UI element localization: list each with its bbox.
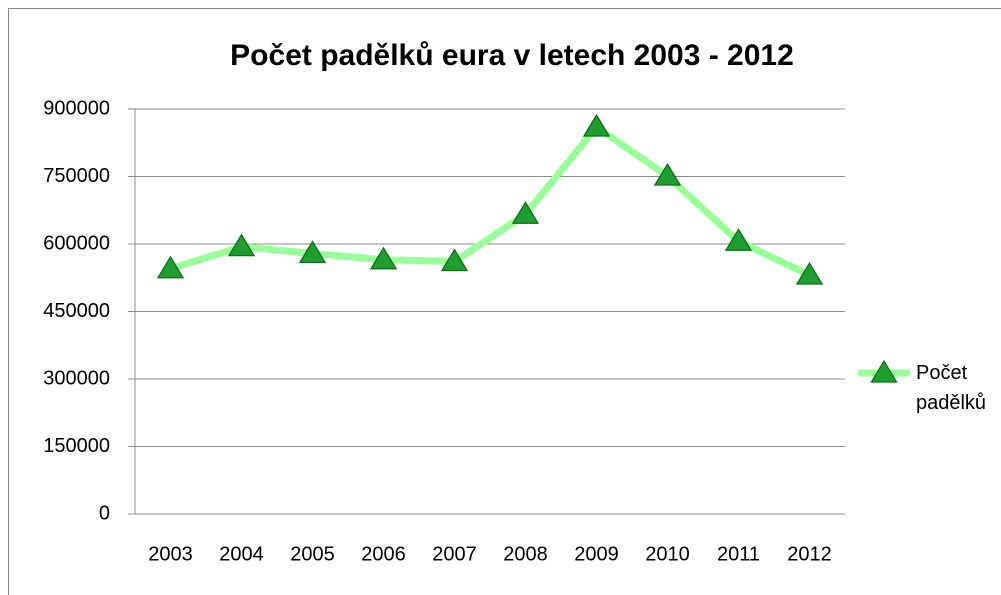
marker	[156, 255, 185, 279]
chart-title: Počet padělků eura v letech 2003 - 2012	[230, 39, 794, 72]
marker	[440, 248, 469, 272]
marker	[582, 113, 611, 137]
y-tick-label: 0	[99, 502, 110, 524]
x-tick-label: 2005	[290, 543, 335, 565]
y-tick-label: 900000	[43, 97, 110, 119]
x-tick-label: 2003	[148, 543, 193, 565]
marker	[298, 240, 327, 264]
x-tick-label: 2006	[361, 543, 406, 565]
x-tick-label: 2009	[574, 543, 619, 565]
x-tick-label: 2004	[219, 543, 264, 565]
x-tick-label: 2011	[717, 543, 760, 565]
x-tick-label: 2008	[503, 543, 548, 565]
marker	[724, 228, 753, 251]
y-tick-label: 300000	[43, 367, 110, 389]
y-tick-label: 450000	[43, 300, 110, 322]
marker	[227, 233, 256, 257]
x-tick-label: 2012	[787, 543, 832, 565]
legend-label: Počet padělků	[916, 362, 987, 414]
x-tick-label: 2010	[645, 543, 690, 565]
marker	[511, 201, 540, 224]
marker	[653, 162, 682, 186]
marker	[795, 261, 824, 285]
legend-marker	[870, 359, 898, 383]
x-tick-label: 2007	[432, 543, 477, 565]
chart-frame	[8, 8, 1001, 595]
y-tick-label: 150000	[43, 435, 110, 457]
series-line	[167, 123, 813, 279]
y-tick-label: 750000	[43, 165, 110, 187]
y-tick-label: 600000	[43, 232, 110, 254]
marker	[369, 246, 398, 270]
